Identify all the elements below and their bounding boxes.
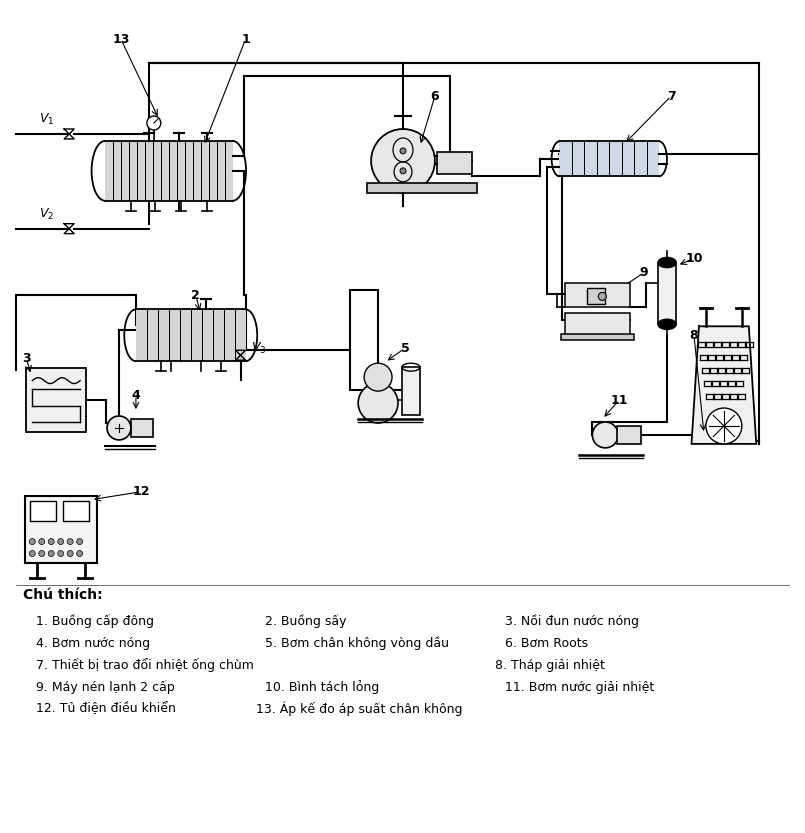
Circle shape bbox=[58, 539, 64, 545]
Text: 4: 4 bbox=[131, 388, 140, 402]
Text: 5: 5 bbox=[401, 342, 410, 355]
Bar bbox=[561, 334, 634, 340]
Text: 6. Bơm Roots: 6. Bơm Roots bbox=[505, 636, 588, 650]
Text: 6: 6 bbox=[431, 90, 440, 102]
Ellipse shape bbox=[658, 319, 676, 329]
Circle shape bbox=[107, 416, 131, 440]
Circle shape bbox=[598, 292, 606, 301]
Circle shape bbox=[706, 408, 742, 444]
Circle shape bbox=[58, 551, 64, 556]
Text: 11: 11 bbox=[610, 393, 628, 407]
Bar bbox=[658, 262, 676, 324]
Circle shape bbox=[358, 383, 398, 423]
Bar bbox=[131, 419, 153, 437]
Circle shape bbox=[76, 551, 83, 556]
Bar bbox=[617, 426, 641, 444]
Circle shape bbox=[48, 539, 54, 545]
Text: 2. Buồng sấy: 2. Buồng sấy bbox=[266, 615, 347, 628]
Bar bbox=[367, 182, 477, 192]
Text: 13: 13 bbox=[112, 32, 130, 46]
Circle shape bbox=[29, 539, 35, 545]
Bar bbox=[402, 367, 420, 415]
Text: 8: 8 bbox=[690, 329, 698, 342]
Bar bbox=[588, 288, 605, 304]
Bar bbox=[437, 152, 472, 174]
Text: 3: 3 bbox=[22, 352, 31, 365]
Text: 8. Tháp giải nhiệt: 8. Tháp giải nhiệt bbox=[495, 659, 605, 671]
Text: 7. Thiết bị trao đổi nhiệt ống chùm: 7. Thiết bị trao đổi nhiệt ống chùm bbox=[36, 658, 254, 672]
Bar bbox=[63, 501, 89, 521]
Ellipse shape bbox=[658, 257, 676, 267]
Polygon shape bbox=[691, 327, 756, 444]
Circle shape bbox=[400, 148, 406, 154]
Text: 9: 9 bbox=[640, 266, 649, 279]
Circle shape bbox=[67, 539, 73, 545]
Text: 7: 7 bbox=[667, 90, 675, 102]
Text: 1: 1 bbox=[242, 32, 250, 46]
Bar bbox=[565, 313, 630, 337]
Circle shape bbox=[371, 129, 435, 192]
Bar bbox=[31, 501, 56, 521]
Circle shape bbox=[67, 551, 73, 556]
Text: 1. Buồng cấp đông: 1. Buồng cấp đông bbox=[36, 615, 155, 628]
Circle shape bbox=[76, 539, 83, 545]
Text: $V_2$: $V_2$ bbox=[39, 207, 55, 222]
Text: 11. Bơm nước giải nhiệt: 11. Bơm nước giải nhiệt bbox=[505, 681, 654, 694]
Circle shape bbox=[147, 116, 161, 130]
Text: 9. Máy nén lạnh 2 cấp: 9. Máy nén lạnh 2 cấp bbox=[36, 681, 175, 694]
Bar bbox=[105, 141, 233, 201]
Text: $V_3$: $V_3$ bbox=[250, 342, 266, 357]
Bar bbox=[565, 283, 630, 307]
Text: 10. Bình tách lỏng: 10. Bình tách lỏng bbox=[266, 680, 380, 694]
Bar bbox=[559, 142, 659, 177]
Text: Chú thích:: Chú thích: bbox=[23, 588, 103, 602]
Circle shape bbox=[364, 363, 392, 391]
Circle shape bbox=[39, 551, 45, 556]
Bar bbox=[25, 496, 97, 563]
Text: 10: 10 bbox=[685, 252, 703, 265]
Text: 2: 2 bbox=[192, 289, 200, 302]
Circle shape bbox=[29, 551, 35, 556]
Bar bbox=[27, 367, 86, 432]
Text: 4. Bơm nước nóng: 4. Bơm nước nóng bbox=[36, 636, 151, 650]
Bar bbox=[362, 399, 395, 413]
Text: 13. Áp kế đo áp suất chân không: 13. Áp kế đo áp suất chân không bbox=[255, 701, 462, 716]
Circle shape bbox=[39, 539, 45, 545]
Circle shape bbox=[400, 168, 406, 174]
Text: 3. Nồi đun nước nóng: 3. Nồi đun nước nóng bbox=[505, 615, 638, 628]
Text: 5. Bơm chân không vòng dầu: 5. Bơm chân không vòng dầu bbox=[266, 636, 449, 650]
Circle shape bbox=[48, 551, 54, 556]
Circle shape bbox=[592, 422, 618, 448]
Bar bbox=[136, 309, 246, 362]
Text: 12. Tủ điện điều khiển: 12. Tủ điện điều khiển bbox=[36, 702, 176, 716]
Text: 12: 12 bbox=[132, 486, 150, 498]
Text: $V_1$: $V_1$ bbox=[39, 112, 55, 127]
